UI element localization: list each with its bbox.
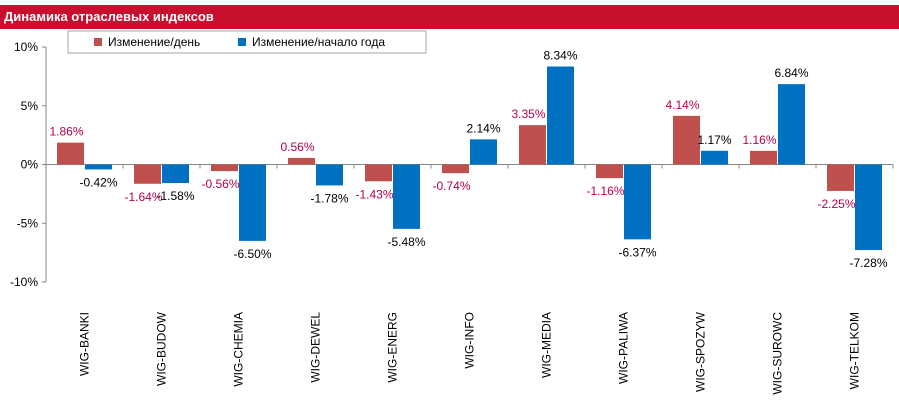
category-label: WIG-INFO xyxy=(463,312,477,369)
category-label: WIG-PALIWA xyxy=(617,312,631,384)
bar-day-wig-paliwa xyxy=(596,164,623,179)
bar-day-wig-telkom xyxy=(827,164,854,191)
category-label: WIG-ENERG xyxy=(386,312,400,383)
data-label-year: -1.78% xyxy=(310,191,348,205)
bar-year-wig-chemia xyxy=(239,164,266,241)
data-label-day: -2.25% xyxy=(817,197,855,211)
category-label: WIG-CHEMIA xyxy=(232,312,246,387)
bar-year-wig-paliwa xyxy=(624,164,651,240)
bar-day-wig-media xyxy=(519,125,546,165)
bar-day-wig-dewel xyxy=(288,157,315,165)
bar-day-wig-energ xyxy=(365,164,392,182)
category-label: WIG-DEWEL xyxy=(309,312,323,383)
bar-day-wig-banki xyxy=(57,142,84,165)
y-tick-label: 5% xyxy=(21,99,39,113)
bar-year-wig-dewel xyxy=(316,164,343,186)
data-label-day: -0.56% xyxy=(201,177,239,191)
bar-day-wig-budow xyxy=(134,164,161,184)
data-label-year: -7.28% xyxy=(849,256,887,270)
data-label-year: 6.84% xyxy=(774,66,808,80)
y-tick-label: -10% xyxy=(10,275,38,289)
bar-year-wig-surowc xyxy=(778,84,805,165)
data-label-year: -6.50% xyxy=(233,247,271,261)
legend-swatch-year xyxy=(238,38,246,46)
bar-year-wig-media xyxy=(547,66,574,165)
bar-day-wig-spozyw xyxy=(673,115,700,165)
legend-box xyxy=(67,30,427,54)
data-label-year: -6.37% xyxy=(618,245,656,259)
legend-swatch-day xyxy=(94,38,102,46)
data-label-day: 3.35% xyxy=(511,107,545,121)
bar-day-wig-surowc xyxy=(750,150,777,165)
data-label-year: -5.48% xyxy=(387,235,425,249)
category-label: WIG-SPOZYW xyxy=(694,311,708,392)
data-label-day: -0.74% xyxy=(432,179,470,193)
data-label-year: -1.58% xyxy=(156,189,194,203)
data-label-day: -1.16% xyxy=(586,184,624,198)
y-tick-label: 0% xyxy=(21,158,39,172)
bar-year-wig-spozyw xyxy=(701,150,728,165)
category-label: WIG-BANKI xyxy=(78,312,92,376)
bar-year-wig-banki xyxy=(85,164,112,170)
data-label-year: 1.17% xyxy=(697,133,731,147)
category-label: WIG-BUDOW xyxy=(155,311,169,386)
legend-label-day: Изменение/день xyxy=(108,35,200,49)
data-label-year: -0.42% xyxy=(79,175,117,189)
data-label-year: 2.14% xyxy=(466,121,500,135)
category-label: WIG-TELKOM xyxy=(848,312,862,389)
chart-title: Динамика отраслевых индексов xyxy=(0,5,899,29)
bar-year-wig-info xyxy=(470,139,497,165)
category-label: WIG-MEDIA xyxy=(540,312,554,378)
category-label: WIG-SUROWC xyxy=(771,312,785,395)
data-label-day: -1.64% xyxy=(124,190,162,204)
bar-day-wig-chemia xyxy=(211,164,238,172)
y-tick-label: 10% xyxy=(14,40,38,54)
legend-label-year: Изменение/начало года xyxy=(252,35,385,49)
data-label-day: 4.14% xyxy=(665,98,699,112)
bar-year-wig-budow xyxy=(162,164,189,184)
data-label-day: 0.56% xyxy=(280,140,314,154)
bar-year-wig-energ xyxy=(393,164,420,229)
bar-day-wig-info xyxy=(442,164,469,174)
y-tick-label: -5% xyxy=(17,216,39,230)
data-label-year: 8.34% xyxy=(543,49,577,63)
data-label-day: 1.86% xyxy=(49,125,83,139)
data-label-day: -1.43% xyxy=(355,187,393,201)
data-label-day: 1.16% xyxy=(742,133,776,147)
bar-year-wig-telkom xyxy=(855,164,882,251)
